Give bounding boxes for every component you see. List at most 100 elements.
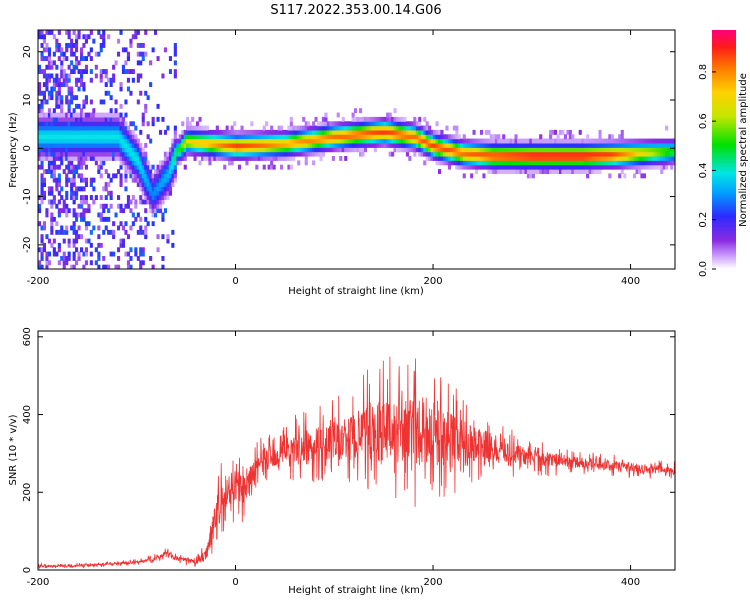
spectrogram-cell	[84, 156, 88, 161]
spectrogram-cell	[526, 138, 530, 144]
spectrogram-cell	[233, 121, 237, 127]
spectrogram-cell	[92, 147, 96, 153]
spectrogram-cell	[60, 60, 64, 66]
spectrogram-cell	[70, 169, 74, 174]
spectrogram-cell	[546, 138, 550, 144]
spectrogram-cell	[57, 56, 61, 61]
spectrogram-cell	[191, 134, 195, 140]
spectrogram-cell	[55, 43, 59, 48]
spectrogram-cell	[596, 164, 600, 170]
spectrogram-cell	[524, 169, 528, 174]
spectrogram-cell	[610, 147, 614, 153]
spectrogram-cell	[80, 47, 84, 53]
spectrogram-cell	[82, 69, 86, 74]
spectrogram-cell	[80, 147, 84, 153]
spectrogram-cell	[70, 164, 74, 170]
spectrogram-cell	[391, 138, 395, 144]
spectrogram-cell	[447, 134, 451, 140]
spectrogram-cell	[77, 129, 81, 135]
spectrogram-cell	[568, 134, 572, 140]
spectrogram-cell	[72, 156, 76, 161]
spectrogram-cell	[40, 247, 44, 253]
spectrogram-cell	[638, 164, 642, 170]
spectrogram-cell	[536, 147, 540, 153]
spectrogram-cell	[662, 160, 666, 166]
spectrogram-cell	[321, 134, 325, 140]
spectrogram-cell	[299, 147, 303, 153]
spectrogram-cell	[534, 156, 538, 161]
spectrogram-cell	[119, 147, 123, 153]
spectrogram-cell	[455, 164, 459, 170]
spectrogram-cell	[403, 125, 407, 131]
spectrogram-cell	[121, 138, 125, 144]
spectrogram-cell	[517, 138, 521, 144]
spectrogram-cell	[652, 156, 656, 161]
spectrogram-cell	[349, 134, 353, 140]
spectrogram-cell	[287, 129, 291, 135]
spectrogram-cell	[228, 134, 232, 140]
spectrogram-cell	[75, 125, 79, 131]
spectrogram-cell	[149, 182, 153, 187]
spectrogram-cell	[114, 60, 118, 66]
spectrogram-cell	[346, 138, 350, 144]
spectrogram-cell	[336, 143, 340, 148]
spectrogram-cell	[57, 112, 61, 118]
spectrogram-cell	[55, 77, 59, 83]
spectrogram-cell	[665, 164, 669, 170]
spectrogram-cell	[134, 199, 138, 205]
spectrogram-cell	[645, 138, 649, 144]
spectrogram-cell	[576, 160, 580, 166]
spectrogram-cell	[47, 199, 51, 205]
spectrogram-cell	[277, 151, 281, 157]
spectrogram-cell	[109, 143, 113, 148]
spectrogram-cell	[60, 138, 64, 144]
spectrogram-cell	[102, 112, 106, 118]
spectrogram-cell	[413, 125, 417, 131]
spectrogram-cell	[494, 138, 498, 144]
spectrogram-cell	[57, 177, 61, 183]
spectrogram-cell	[65, 43, 69, 48]
spectrogram-cell	[42, 138, 46, 144]
spectrogram-cell	[549, 143, 553, 148]
spectrogram-cell	[494, 134, 498, 140]
spectrogram-cell	[420, 143, 424, 148]
spectrogram-cell	[586, 151, 590, 157]
spectrogram-cell	[107, 190, 111, 196]
spectrogram-y-tick-label: 10	[22, 94, 33, 107]
spectrogram-cell	[304, 156, 308, 161]
spectrogram-cell	[205, 129, 209, 135]
spectrogram-cell	[514, 151, 518, 157]
spectrogram-cell	[146, 95, 150, 101]
spectrogram-cell	[166, 177, 170, 183]
spectrogram-cell	[652, 147, 656, 153]
spectrogram-cell	[102, 129, 106, 135]
spectrogram-cell	[89, 143, 93, 148]
spectrogram-cell	[80, 134, 84, 140]
spectrogram-cell	[50, 160, 54, 166]
spectrogram-cell	[151, 264, 155, 269]
spectrogram-cell	[45, 43, 49, 48]
spectrogram-cell	[50, 134, 54, 140]
spectrogram-cell	[492, 143, 496, 148]
spectrogram-cell	[393, 147, 397, 153]
spectrogram-cell	[109, 121, 113, 127]
spectrogram-cell	[245, 156, 249, 161]
spectrogram-cell	[97, 112, 101, 118]
spectrogram-cell	[655, 151, 659, 157]
spectrogram-cell	[220, 147, 224, 153]
spectrogram-cell	[62, 69, 66, 74]
spectrogram-cell	[396, 134, 400, 140]
spectrogram-cell	[94, 64, 98, 70]
spectrogram-cell	[40, 99, 44, 105]
spectrogram-cell	[650, 138, 654, 144]
spectrogram-cell	[376, 116, 380, 122]
spectrogram-cell	[42, 116, 46, 122]
spectrogram-cell	[89, 30, 93, 35]
spectrogram-cell	[633, 138, 637, 144]
spectrogram-cell	[366, 121, 370, 127]
spectrogram-cell	[57, 212, 61, 218]
spectrogram-cell	[72, 182, 76, 187]
spectrogram-cell	[89, 116, 93, 122]
spectrogram-cell	[80, 195, 84, 200]
spectrogram-cell	[489, 134, 493, 140]
